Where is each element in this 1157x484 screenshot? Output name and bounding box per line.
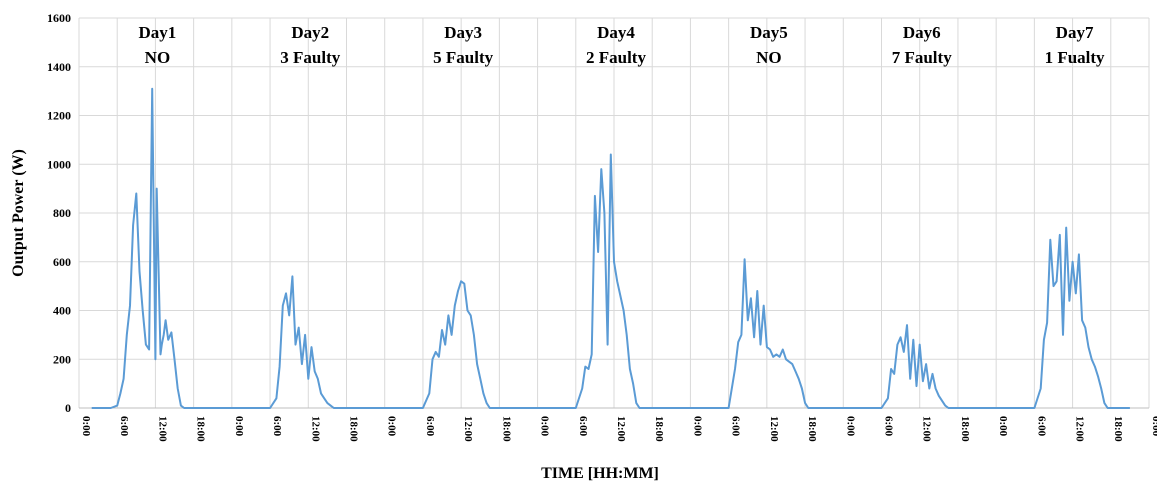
fault-label: 1 Fualty xyxy=(1045,48,1105,67)
fault-label: 5 Faulty xyxy=(433,48,493,67)
day-label: Day4 xyxy=(597,23,635,42)
x-tick-label: 18:00 xyxy=(500,416,512,442)
x-tick-label: 6:00 xyxy=(577,416,589,437)
x-tick-label: 0:00 xyxy=(386,416,398,437)
x-tick-label: 12:00 xyxy=(615,416,627,442)
day-label: Day6 xyxy=(903,23,941,42)
x-tick-label: 18:00 xyxy=(653,416,665,442)
y-tick-label: 200 xyxy=(53,352,71,366)
x-tick-label: 12:00 xyxy=(156,416,168,442)
x-tick-label: 0:00 xyxy=(539,416,551,437)
x-tick-label: 0:00 xyxy=(1150,416,1157,437)
x-tick-label: 12:00 xyxy=(921,416,933,442)
day-annotations: Day1 NO Day2 3 Faulty Day3 5 Faulty Day4 2 Faul… xyxy=(139,23,1106,67)
y-tick-label: 1600 xyxy=(47,11,71,25)
tick-labels: 0 200 400 600 800 1000 1200 1400 1600 0:00 6:00 12:… xyxy=(47,11,1157,442)
fault-label: 3 Faulty xyxy=(280,48,340,67)
x-tick-label: 18:00 xyxy=(959,416,971,442)
day-label: Day1 xyxy=(139,23,177,42)
x-tick-label: 0:00 xyxy=(233,416,245,437)
day-label: Day3 xyxy=(444,23,482,42)
y-tick-label: 800 xyxy=(53,206,71,220)
y-tick-label: 1200 xyxy=(47,109,71,123)
x-tick-label: 6:00 xyxy=(118,416,130,437)
x-tick-label: 0:00 xyxy=(691,416,703,437)
x-axis-title: TIME [HH:MM] xyxy=(541,465,659,482)
fault-label: NO xyxy=(145,48,171,67)
day-label: Day5 xyxy=(750,23,788,42)
day-label: Day7 xyxy=(1056,23,1094,42)
x-tick-label: 6:00 xyxy=(883,416,895,437)
x-tick-label: 18:00 xyxy=(195,416,207,442)
x-tick-label: 0:00 xyxy=(844,416,856,437)
x-tick-label: 12:00 xyxy=(1074,416,1086,442)
y-tick-label: 400 xyxy=(53,304,71,318)
y-tick-label: 1000 xyxy=(47,157,71,171)
x-tick-label: 0:00 xyxy=(997,416,1009,437)
x-tick-label: 12:00 xyxy=(768,416,780,442)
x-tick-label: 18:00 xyxy=(1112,416,1124,442)
grid xyxy=(78,17,1150,409)
y-axis-title: Output Power (W) xyxy=(10,149,27,277)
fault-label: 7 Faulty xyxy=(892,48,952,67)
x-tick-label: 18:00 xyxy=(806,416,818,442)
x-tick-label: 6:00 xyxy=(1035,416,1047,437)
fault-label: NO xyxy=(756,48,782,67)
power-series-line xyxy=(91,87,1130,409)
fault-label: 2 Faulty xyxy=(586,48,646,67)
x-tick-label: 6:00 xyxy=(730,416,742,437)
day-label: Day2 xyxy=(291,23,329,42)
x-tick-label: 0:00 xyxy=(80,416,92,437)
x-tick-label: 6:00 xyxy=(271,416,283,437)
series-layer xyxy=(91,87,1130,409)
x-tick-label: 6:00 xyxy=(424,416,436,437)
x-tick-label: 12:00 xyxy=(462,416,474,442)
x-tick-label: 18:00 xyxy=(348,416,360,442)
y-tick-label: 1400 xyxy=(47,60,71,74)
x-tick-label: 12:00 xyxy=(309,416,321,442)
y-tick-label: 0 xyxy=(65,401,71,415)
y-tick-label: 600 xyxy=(53,255,71,269)
